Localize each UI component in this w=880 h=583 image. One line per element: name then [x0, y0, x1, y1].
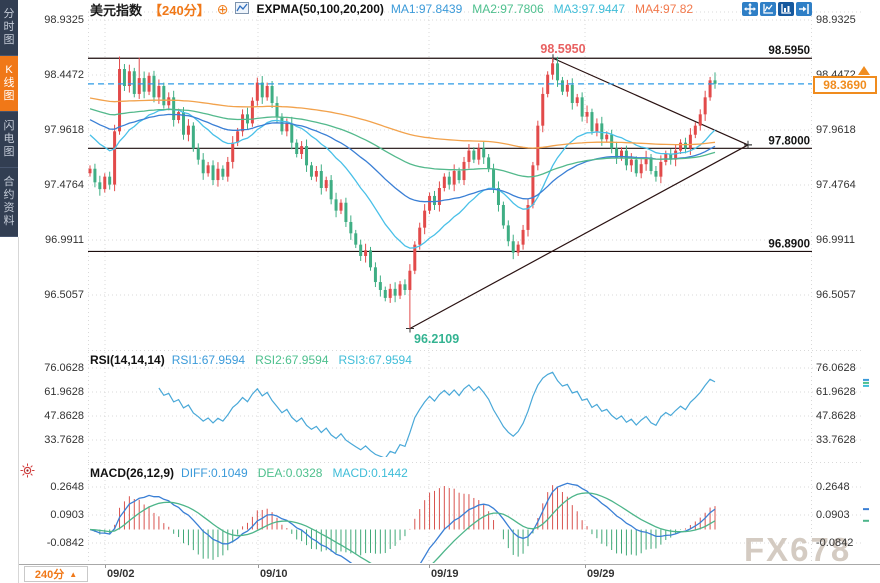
y-axis-label: 96.9911: [816, 233, 855, 246]
move-tool-icon[interactable]: [742, 2, 758, 16]
svg-text:98.5950: 98.5950: [540, 42, 585, 56]
rsi-values: RSI1:67.9594 RSI2:67.9594 RSI3:67.9594: [172, 353, 412, 367]
axis-line-chart-icon[interactable]: [760, 2, 776, 16]
x-axis-label: 09/29: [587, 568, 615, 580]
rsi-indicator-name: RSI(14,14,14): [90, 353, 165, 367]
add-indicator-icon[interactable]: ⊕: [216, 1, 229, 17]
y-axis-label: 97.4764: [816, 179, 856, 191]
y-axis-label: 98.9325: [44, 14, 84, 26]
svg-text:96.2109: 96.2109: [414, 332, 459, 346]
ma-value: MA1:97.8439: [390, 2, 463, 16]
y-axis-label: 0.2648: [816, 481, 850, 493]
sidebar-tab-kline-chart[interactable]: K线图: [0, 56, 18, 112]
y-axis-label: 61.9628: [44, 386, 84, 398]
y-axis-label: 0.0903: [816, 509, 850, 521]
y-axis-label: 98.4472: [44, 68, 84, 81]
y-axis-label: -0.0842: [816, 537, 854, 549]
y-axis-label: 96.9911: [45, 233, 84, 246]
interval-selector[interactable]: 240分 ▲: [24, 566, 88, 582]
macd-value: DEA:0.0328: [257, 466, 323, 480]
y-axis-label: 0.2648: [50, 481, 84, 493]
y-axis-label: 33.7628: [44, 434, 84, 446]
pan-right-icon[interactable]: [796, 2, 812, 16]
rsi-value: RSI3:67.9594: [338, 353, 412, 367]
y-axis-label: 97.9618: [44, 123, 84, 136]
macd-value: MACD:0.1442: [332, 466, 408, 480]
y-axis-label: 33.7628: [816, 434, 856, 446]
macd-header: MACD(26,12,9) DIFF:0.1049 DEA:0.0328 MACD:…: [90, 465, 408, 481]
macd-indicator-name: MACD(26,12,9): [90, 466, 175, 480]
y-axis-label: 47.8628: [816, 410, 856, 422]
rsi-value: RSI2:67.9594: [255, 353, 329, 367]
indicator-chart-icon: [235, 1, 250, 17]
x-axis-label: 09/02: [107, 568, 135, 580]
interval-selector-arrow-icon: ▲: [69, 569, 78, 579]
y-axis-label: 47.8628: [44, 410, 84, 422]
macd-value: DIFF:0.1049: [181, 466, 248, 480]
sidebar-tab-flash-chart[interactable]: 闪电图: [0, 112, 18, 168]
symbol-title: 美元指数: [90, 2, 143, 18]
sidebar: 分时图 K线图 闪电图 合约资料: [0, 0, 18, 237]
y-axis-label: 0.0903: [50, 509, 84, 521]
ma-values: MA1:97.8439 MA2:97.7806 MA3:97.9447 MA4:97.…: [391, 2, 693, 16]
interval-selector-label: 240分: [34, 569, 65, 581]
x-axis-tick: [585, 565, 586, 568]
svg-text:96.8900: 96.8900: [768, 238, 810, 250]
y-axis-label: -0.0842: [46, 537, 84, 549]
y-axis-label: 98.9325: [816, 14, 856, 26]
x-axis-tick: [429, 565, 430, 568]
x-axis-label: 09/10: [260, 568, 288, 580]
y-axis-label: 97.9618: [816, 123, 856, 136]
y-axis-label: 76.0628: [44, 362, 84, 374]
x-axis-tick: [105, 565, 106, 568]
y-axis-label: 96.5057: [816, 289, 856, 301]
rsi-header: RSI(14,14,14) RSI1:67.9594 RSI2:67.9594 RS…: [90, 352, 412, 368]
ma-value: MA3:97.9447: [553, 2, 626, 16]
indicator-settings-icon[interactable]: [20, 463, 35, 483]
indicator-label: EXPMA(50,100,20,200): [256, 2, 384, 16]
ma-value: MA2:97.7806: [472, 2, 544, 16]
macd-values: DIFF:0.1049 DEA:0.0328 MACD:0.1442: [181, 466, 408, 480]
chart-header: 美元指数 【240分】 ⊕ EXPMA(50,100,20,200) MA1:9…: [90, 1, 693, 18]
svg-text:98.5950: 98.5950: [768, 45, 810, 57]
y-axis-label: 61.9628: [816, 386, 856, 398]
watermark: FX678: [744, 531, 852, 568]
ma-value: MA4:97.82: [635, 2, 694, 16]
y-axis-label: 96.5057: [44, 289, 84, 301]
current-price-box: 98.3690: [813, 76, 877, 94]
chart-toolbar: [742, 2, 812, 16]
y-axis-label: 76.0628: [816, 362, 856, 374]
current-price-value: 98.3690: [823, 78, 867, 92]
x-axis-tick: [258, 565, 259, 568]
svg-text:97.8000: 97.8000: [768, 135, 810, 147]
sidebar-tab-contract-info[interactable]: 合约资料: [0, 168, 18, 237]
sidebar-spacer: [0, 237, 19, 583]
price-up-arrow-icon: [858, 66, 870, 75]
time-axis: 240分 ▲ 09/02 09/10 09/19 09/29: [0, 564, 880, 583]
sidebar-tab-time-chart[interactable]: 分时图: [0, 0, 18, 56]
y-axis-label: 97.4764: [44, 179, 84, 191]
interval-label: 【240分】: [149, 2, 210, 18]
x-axis-label: 09/19: [431, 568, 459, 580]
rsi-value: RSI1:67.9594: [171, 353, 246, 367]
axis-bar-chart-icon[interactable]: [778, 2, 794, 16]
